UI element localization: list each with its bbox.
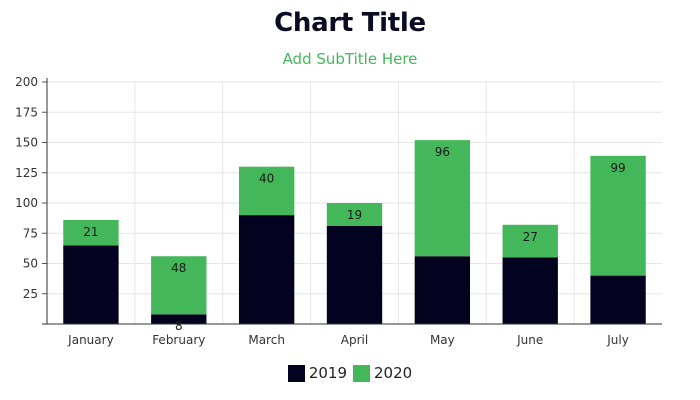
x-tick-label-february: February	[152, 333, 205, 347]
legend-swatch-2019	[287, 364, 305, 382]
data-labels-layer: 21 8 48 40 19 96 27 99	[83, 145, 625, 333]
x-tick-label-april: April	[341, 333, 368, 347]
legend-swatch-2020	[353, 364, 370, 382]
bar-2019-february[interactable]	[151, 314, 207, 324]
data-label-2020-june: 27	[523, 230, 538, 244]
bar-2020-february[interactable]	[151, 256, 207, 315]
chart-title: Chart Title	[274, 8, 426, 38]
bar-2019-may[interactable]	[414, 256, 471, 324]
axes-layer: 25 50 75 100 125 150 175 200 January February Marc…	[15, 75, 662, 347]
bar-2019-march[interactable]	[238, 215, 295, 324]
data-label-2020-february: 48	[171, 261, 186, 275]
x-tick-label-june: June	[516, 333, 543, 347]
y-tick-label: 100	[15, 196, 38, 210]
bar-2020-march[interactable]	[238, 166, 295, 216]
bar-2019-january[interactable]	[63, 245, 119, 324]
x-tick-label-march: March	[248, 333, 285, 347]
data-label-2020-april: 19	[347, 208, 362, 222]
bar-2020-july[interactable]	[590, 155, 646, 276]
bar-2020-may[interactable]	[414, 140, 471, 257]
bars-layer	[63, 140, 646, 324]
y-tick-label: 200	[15, 75, 38, 89]
bar-2020-april[interactable]	[326, 203, 383, 226]
legend-item-2020[interactable]: 2020	[353, 364, 412, 382]
data-label-2020-january: 21	[83, 225, 98, 239]
bar-2020-june[interactable]	[502, 224, 558, 258]
legend-label-2019: 2019	[308, 364, 347, 382]
bar-2019-april[interactable]	[326, 225, 383, 324]
y-tick-label: 50	[23, 257, 38, 271]
legend-label-2020: 2020	[374, 364, 413, 382]
y-tick-label: 125	[15, 166, 38, 180]
chart-subtitle: Add SubTitle Here	[282, 50, 418, 68]
chart-legend: 2019 2020	[0, 364, 700, 382]
data-label-2020-july: 99	[610, 161, 625, 175]
data-label-2020-may: 96	[435, 145, 450, 159]
data-label-2019-february: 8	[175, 319, 183, 333]
x-tick-label-may: May	[430, 333, 455, 347]
y-tick-label: 75	[23, 226, 38, 240]
y-tick-label: 25	[23, 287, 38, 301]
y-tick-label: 175	[15, 105, 38, 119]
bar-2020-january[interactable]	[63, 219, 119, 246]
bar-2019-june[interactable]	[502, 257, 558, 324]
bar-2019-july[interactable]	[590, 275, 646, 324]
x-tick-label-july: July	[606, 333, 629, 347]
legend-item-2019[interactable]: 2019	[287, 364, 347, 382]
y-tick-label: 150	[15, 136, 38, 150]
data-label-2020-march: 40	[259, 172, 274, 186]
x-tick-label-january: January	[67, 333, 114, 347]
